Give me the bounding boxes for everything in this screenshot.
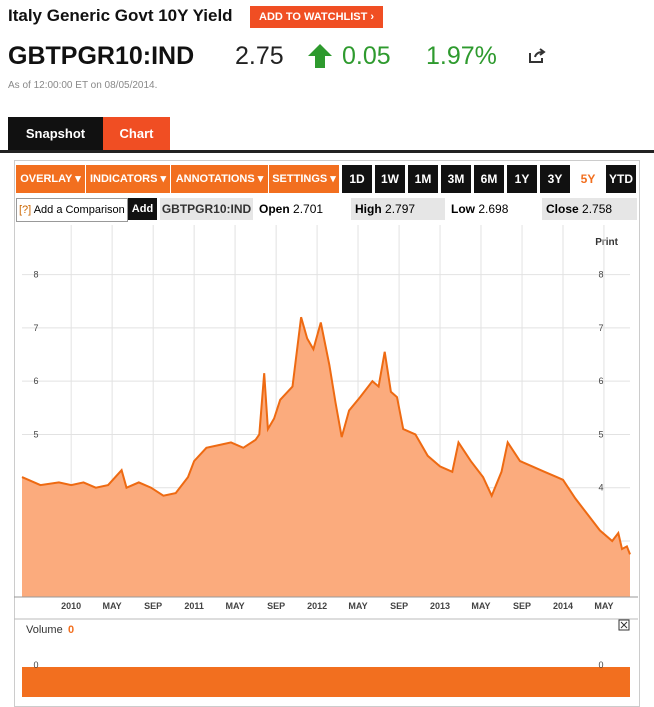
tab[interactable]: Chart [103, 117, 170, 150]
range-button[interactable]: 1W [375, 165, 405, 193]
title: Italy Generic Govt 10Y Yield [8, 6, 233, 25]
menu-button-label: SETTINGS [272, 173, 328, 185]
x-tick-label: 2011 [184, 601, 204, 611]
area-fill [22, 317, 630, 597]
close: Close 2.758 [542, 198, 637, 220]
ticker: GBTPGR10:IND [8, 42, 195, 70]
change: 0.05 [342, 42, 391, 70]
range-button[interactable]: 5Y [573, 165, 603, 193]
x-tick-label: MAY [103, 601, 122, 611]
help: [?] [19, 204, 32, 216]
menu-button-label: INDICATORS [89, 173, 158, 185]
x-tick-label: SEP [513, 601, 531, 611]
menu-button[interactable]: OVERLAY ▾ [16, 165, 85, 193]
close-value: 2.758 [582, 202, 613, 216]
up-arrow [308, 44, 332, 68]
tab-rule [0, 150, 654, 153]
high-label: High [355, 202, 382, 216]
range-button-label: 1Y [514, 172, 530, 186]
y-tick-label: 6 [598, 376, 603, 386]
comparison-input[interactable]: [?] Add a Comparison [16, 198, 128, 222]
x-tick-label: 2012 [307, 601, 327, 611]
change-percent: 1.97% [426, 42, 497, 70]
menu-button[interactable]: SETTINGS ▾ [269, 165, 339, 193]
range-button[interactable]: 1Y [507, 165, 537, 193]
x-tick-label: SEP [267, 601, 285, 611]
comparison-placeholder: Add a Comparison [33, 204, 125, 216]
x-tick-label: 2014 [553, 601, 573, 611]
open-value: 2.701 [293, 202, 324, 216]
quote-ticker: GBTPGR10:IND [160, 198, 253, 220]
range-button[interactable]: YTD [606, 165, 636, 193]
range-button[interactable]: 1M [408, 165, 438, 193]
high-value: 2.797 [385, 202, 416, 216]
share-icon[interactable] [527, 47, 547, 65]
close-label: Close [546, 202, 579, 216]
y-tick-label: 8 [33, 270, 38, 280]
range-button-label: 1D [349, 172, 365, 186]
y-tick-label: 7 [598, 323, 603, 333]
low-label: Low [451, 202, 475, 216]
range-button-label: 3Y [547, 172, 563, 186]
low-value: 2.698 [478, 202, 509, 216]
x-tick-label: 2013 [430, 601, 450, 611]
add-button[interactable]: Add [128, 198, 157, 220]
timestamp: As of 12:00:00 ET on 08/05/2014. [8, 80, 158, 91]
y-tick-label: 0 [598, 660, 603, 670]
low: Low 2.698 [451, 198, 508, 220]
area-line [21, 316, 631, 555]
range-button-label: 5Y [580, 172, 596, 186]
x-tick-label: MAY [471, 601, 490, 611]
print-link[interactable]: Print [595, 237, 618, 248]
volume-label: Volume [26, 624, 63, 636]
x-tick-label: 2010 [61, 601, 81, 611]
x-tick-label: MAY [348, 601, 367, 611]
range-button[interactable]: 3M [441, 165, 471, 193]
close-x [620, 621, 628, 629]
range-button-label: YTD [609, 172, 633, 186]
y-tick-label: 7 [33, 323, 38, 333]
tab[interactable]: Snapshot [8, 117, 103, 150]
price: 2.75 [235, 42, 284, 70]
volume-value: 0 [68, 624, 74, 636]
range-button-label: 1W [381, 172, 399, 186]
range-button-label: 1M [414, 172, 432, 186]
range-button-label: 6M [480, 172, 498, 186]
watchlist-label: ADD TO WATCHLIST [259, 11, 368, 23]
menu-button-label: OVERLAY [20, 173, 73, 185]
y-tick-label: 4 [598, 483, 603, 493]
y-tick-label: 8 [598, 270, 603, 280]
x-tick-label: MAY [225, 601, 244, 611]
y-tick-label: 0 [33, 660, 38, 670]
y-tick-label: 5 [598, 429, 603, 439]
range-button-label: 3M [447, 172, 465, 186]
high: High 2.797 [351, 198, 445, 220]
y-tick-label: 6 [33, 376, 38, 386]
range-button[interactable]: 3Y [540, 165, 570, 193]
x-tick-label: SEP [144, 601, 162, 611]
range-button[interactable]: 6M [474, 165, 504, 193]
menu-button[interactable]: ANNOTATIONS ▾ [171, 165, 268, 193]
watchlist-button[interactable]: ADD TO WATCHLIST › [250, 6, 384, 28]
menu-button-label: ANNOTATIONS [175, 173, 255, 185]
x-tick-label: MAY [594, 601, 613, 611]
open-label: Open [259, 202, 290, 216]
y-tick-label: 5 [33, 429, 38, 439]
volume-fill [22, 667, 630, 697]
menu-button[interactable]: INDICATORS ▾ [86, 165, 170, 193]
open: Open 2.701 [259, 198, 323, 220]
range-button[interactable]: 1D [342, 165, 372, 193]
x-tick-label: SEP [390, 601, 408, 611]
